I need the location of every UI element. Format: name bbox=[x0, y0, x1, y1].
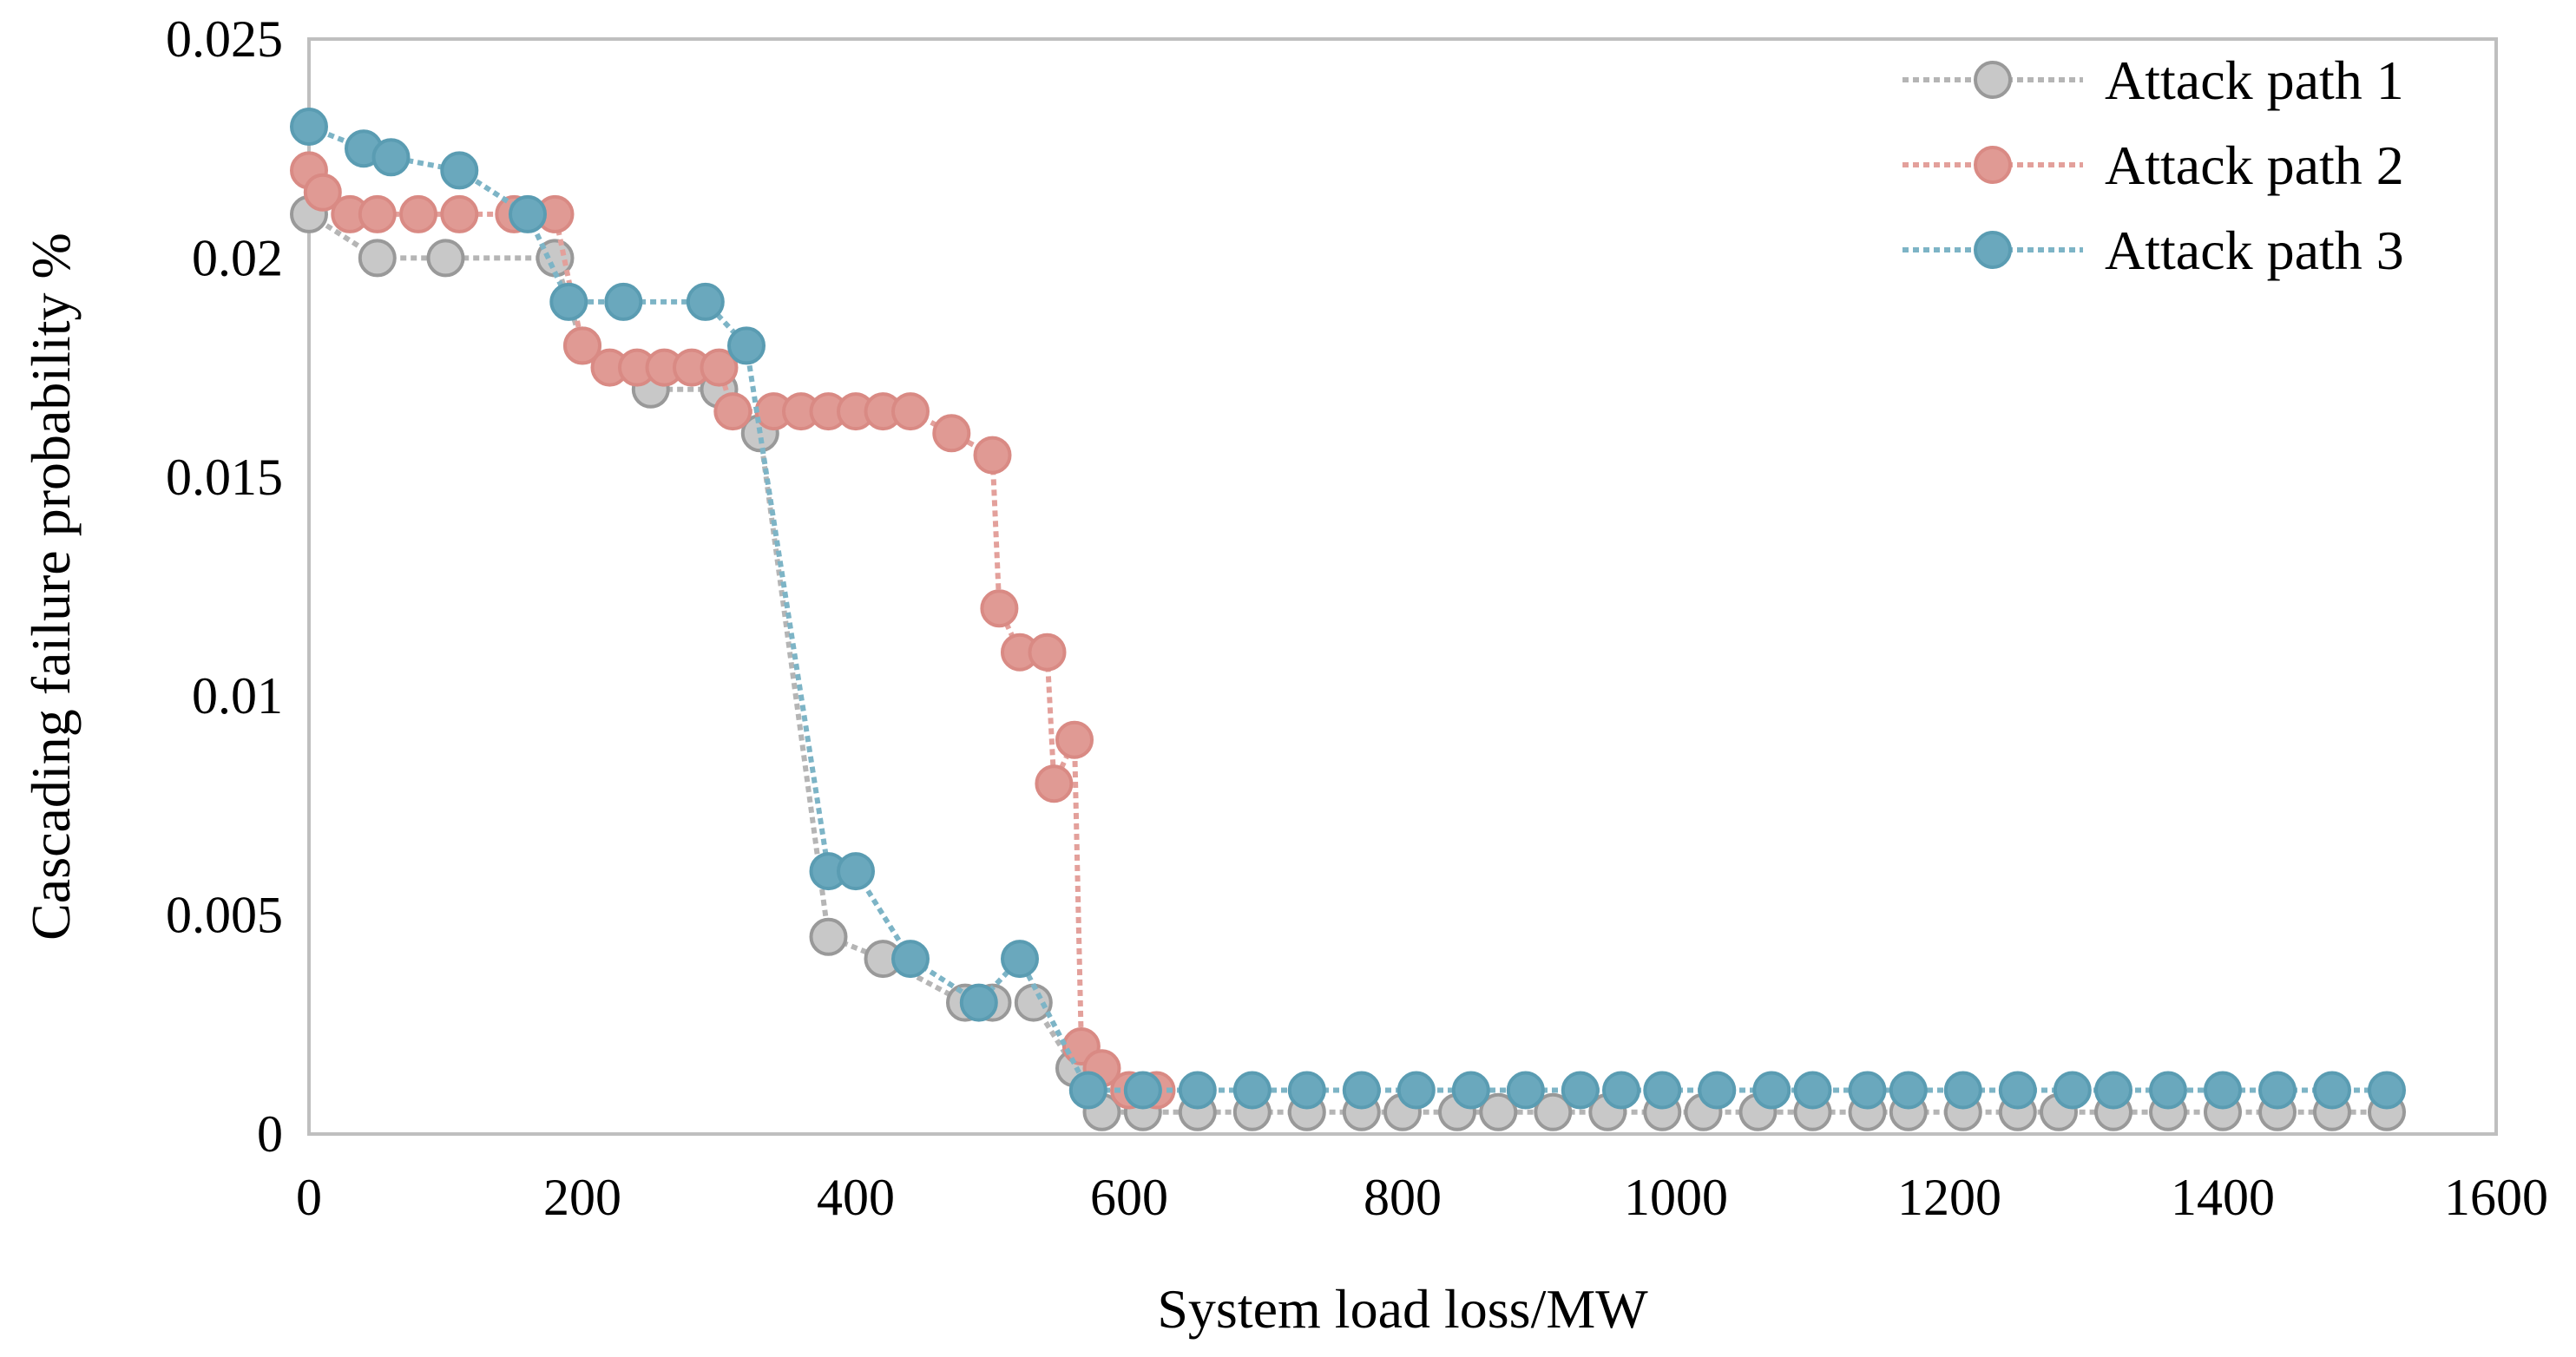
x-tick-label: 600 bbox=[1090, 1169, 1168, 1226]
series-2-point bbox=[1055, 720, 1094, 759]
y-tick-label: 0.01 bbox=[192, 667, 283, 724]
x-tick-label: 200 bbox=[543, 1169, 621, 1226]
series-3-point bbox=[837, 852, 875, 891]
y-tick-label: 0.015 bbox=[166, 449, 283, 506]
y-tick-label: 0.02 bbox=[192, 229, 283, 286]
legend-item: Attack path 3 bbox=[1902, 220, 2404, 281]
series-3-point bbox=[1068, 1071, 1107, 1110]
series-3-point bbox=[1752, 1071, 1791, 1110]
series-2-point bbox=[700, 348, 739, 387]
series-3-point bbox=[2368, 1071, 2406, 1110]
x-tick-label: 1000 bbox=[1624, 1169, 1728, 1226]
series-2-point bbox=[303, 173, 342, 212]
series-3-point bbox=[509, 194, 547, 233]
series-1-point bbox=[358, 239, 397, 278]
series-3-point bbox=[1643, 1071, 1682, 1110]
series-2-point bbox=[891, 392, 930, 431]
series-3-point bbox=[1889, 1071, 1928, 1110]
series-3-point bbox=[440, 151, 479, 190]
x-tick-label: 400 bbox=[817, 1169, 895, 1226]
x-axis-title: System load loss/MW bbox=[1157, 1278, 1648, 1340]
legend-label: Attack path 1 bbox=[2105, 49, 2404, 111]
series-1-point bbox=[1479, 1092, 1518, 1131]
series-3-point bbox=[727, 326, 766, 365]
y-tick-label: 0.025 bbox=[166, 10, 283, 68]
series-3-point bbox=[604, 282, 643, 321]
legend-marker bbox=[1974, 146, 2012, 184]
series-3-point bbox=[1848, 1071, 1887, 1110]
series-3-point bbox=[290, 108, 328, 146]
series-3-line bbox=[307, 124, 2387, 1093]
series-2-point bbox=[1035, 764, 1074, 803]
plot-area-frame bbox=[307, 37, 2498, 1136]
series-3-point bbox=[1123, 1071, 1162, 1110]
series-3-point bbox=[2053, 1071, 2092, 1110]
series-2-point bbox=[399, 194, 437, 233]
series-3-point bbox=[686, 282, 725, 321]
series-3-point bbox=[959, 983, 998, 1022]
series-3-point bbox=[2258, 1071, 2297, 1110]
y-axis-title: Cascading failure probability % bbox=[20, 233, 82, 941]
y-tick-label: 0 bbox=[257, 1105, 283, 1163]
y-tick-label: 0.005 bbox=[166, 887, 283, 944]
series-layer bbox=[290, 108, 2406, 1131]
series-2-point bbox=[932, 414, 971, 453]
series-2-point bbox=[980, 589, 1019, 628]
series-1-point bbox=[1534, 1092, 1573, 1131]
series-1-line bbox=[307, 212, 2387, 1115]
x-axis-tick-labels: 0 200 400 600 800 1000 1200 1400 1600 bbox=[296, 1169, 2548, 1226]
legend-item: Attack path 2 bbox=[1902, 134, 2404, 196]
series-3-point bbox=[1451, 1071, 1490, 1110]
x-tick-label: 1600 bbox=[2444, 1169, 2548, 1226]
x-tick-label: 800 bbox=[1364, 1169, 1442, 1226]
x-tick-label: 1200 bbox=[1897, 1169, 2001, 1226]
series-3-point bbox=[1178, 1071, 1217, 1110]
series-1-point bbox=[426, 239, 465, 278]
series-2-point bbox=[358, 194, 397, 233]
series-3-point bbox=[1396, 1071, 1436, 1110]
series-3-point bbox=[1506, 1071, 1545, 1110]
series-1-point bbox=[809, 917, 848, 956]
series-3-point bbox=[1793, 1071, 1832, 1110]
x-tick-label: 0 bbox=[296, 1169, 322, 1226]
series-3-point bbox=[549, 282, 588, 321]
series-2-point bbox=[440, 194, 479, 233]
y-axis-tick-labels: 0 0.005 0.01 0.015 0.02 0.025 bbox=[166, 10, 283, 1163]
series-3-point bbox=[2094, 1071, 2132, 1110]
legend: Attack path 1 Attack path 2 Attack path 3 bbox=[1902, 49, 2404, 281]
series-3-point bbox=[1287, 1071, 1326, 1110]
series-3-point bbox=[1342, 1071, 1381, 1110]
legend-marker bbox=[1974, 61, 2012, 99]
series-3-point bbox=[1001, 940, 1039, 979]
legend-item: Attack path 1 bbox=[1902, 49, 2404, 111]
series-3-point bbox=[891, 940, 930, 979]
legend-label: Attack path 3 bbox=[2105, 220, 2404, 281]
legend-marker bbox=[1974, 231, 2012, 269]
series-2-point bbox=[563, 326, 601, 365]
series-2-point bbox=[1028, 633, 1067, 672]
series-3-point bbox=[371, 138, 411, 177]
legend-label: Attack path 2 bbox=[2105, 134, 2404, 196]
series-3 bbox=[290, 108, 2406, 1110]
series-3-point bbox=[1561, 1071, 1600, 1110]
x-tick-label: 1400 bbox=[2171, 1169, 2275, 1226]
series-3-point bbox=[2149, 1071, 2187, 1110]
series-2-point bbox=[973, 436, 1012, 475]
series-3-point bbox=[1602, 1071, 1640, 1110]
series-3-point bbox=[2313, 1071, 2351, 1110]
series-3-point bbox=[2204, 1071, 2242, 1110]
series-3-point bbox=[1698, 1071, 1737, 1110]
series-3-point bbox=[1232, 1071, 1272, 1110]
series-3-point bbox=[1998, 1071, 2037, 1110]
series-3-point bbox=[1943, 1071, 1982, 1110]
series-2-point bbox=[713, 392, 752, 431]
